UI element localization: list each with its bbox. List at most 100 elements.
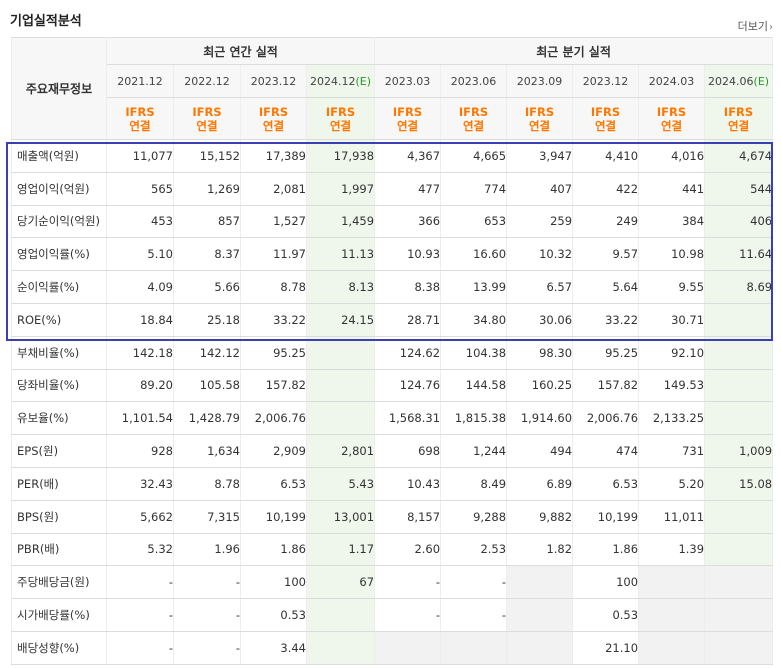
accounting-standard-header: IFRS 연결 <box>173 97 241 140</box>
value-cell: 453 <box>106 204 174 239</box>
value-cell: 6.57 <box>506 270 574 304</box>
table-row: 순이익률(%) 4.09 5.66 8.78 8.13 8.38 13.99 6.57 5.64… <box>11 270 774 304</box>
value-cell: - <box>106 565 174 600</box>
more-link[interactable]: 더보기› <box>738 18 773 34</box>
value-cell: 24.15 <box>305 302 376 337</box>
value-cell: 157.82 <box>572 368 640 403</box>
value-cell: 407 <box>506 171 574 206</box>
period-header: 2023.03 <box>374 64 442 98</box>
row-label: 영업이익률(%) <box>11 237 107 272</box>
value-cell: 1.96 <box>173 532 241 567</box>
consolidated-label: 연결 <box>528 118 551 133</box>
table-row: 영업이익(억원) 565 1,269 2,081 1,997 477 774 407 422 44… <box>11 171 774 206</box>
label-column-header: 주요재무정보 <box>11 37 107 140</box>
value-cell: 1,914.60 <box>506 401 574 436</box>
value-cell: 2,909 <box>240 434 307 468</box>
value-cell <box>704 499 774 534</box>
value-cell <box>506 598 574 632</box>
value-cell: 2,006.76 <box>572 401 640 436</box>
value-cell: - <box>106 630 174 665</box>
accounting-header-row: IFRS 연결 IFRS 연결 IFRS 연결 IFRS 연결 IFRS 연결 IFRS 연결 IFRS… <box>12 97 774 140</box>
consolidated-label: 연결 <box>594 118 617 133</box>
value-cell: 89.20 <box>106 368 174 403</box>
value-cell: 653 <box>440 204 508 239</box>
value-cell: 1.39 <box>638 532 706 567</box>
value-cell: 8,157 <box>374 499 442 534</box>
row-label: 주당배당금(원) <box>11 565 107 600</box>
period-header: 2023.06 <box>440 64 508 98</box>
value-cell: 95.25 <box>572 335 640 370</box>
table-row: 매출액(억원) 11,077 15,152 17,389 17,938 4,367 4,66… <box>11 139 774 173</box>
period-label: 2024.12 <box>310 74 356 88</box>
row-label: BPS(원) <box>11 499 107 534</box>
value-cell <box>305 401 376 436</box>
row-label: ROE(%) <box>11 302 107 337</box>
value-cell: 544 <box>704 171 774 206</box>
financial-table-body: 매출액(억원) 11,077 15,152 17,389 17,938 4,367 4,66… <box>11 139 774 665</box>
period-label: 2023.06 <box>450 74 497 88</box>
consolidated-label: 연결 <box>660 118 683 133</box>
financial-summary-table: 주요재무정보 최근 연간 실적 최근 분기 실적 2021.12 2022.12 2… <box>11 37 774 665</box>
value-cell: 100 <box>240 565 307 600</box>
value-cell <box>638 565 706 600</box>
value-cell: 98.30 <box>506 335 574 370</box>
value-cell: 5.66 <box>173 270 241 304</box>
value-cell: 477 <box>374 171 442 206</box>
value-cell: 10,199 <box>240 499 307 534</box>
value-cell: 4.09 <box>106 270 174 304</box>
value-cell: 67 <box>305 565 376 600</box>
value-cell: 9.55 <box>638 270 706 304</box>
row-label: 순이익률(%) <box>11 270 107 304</box>
value-cell: 1,009 <box>704 434 774 468</box>
period-label: 2024.03 <box>648 74 695 88</box>
table-row: 부채비율(%) 142.18 142.12 95.25 124.62 104.38 98.3… <box>11 335 774 370</box>
value-cell: 124.76 <box>374 368 442 403</box>
value-cell: 16.60 <box>440 237 508 272</box>
consolidated-label: 연결 <box>129 118 151 133</box>
consolidated-label: 연결 <box>396 118 419 133</box>
period-label: 2022.12 <box>184 74 230 88</box>
table-row: 당좌비율(%) 89.20 105.58 157.82 124.76 144.58 160.… <box>11 368 774 403</box>
value-cell: 2.60 <box>374 532 442 567</box>
row-label: PER(배) <box>11 466 107 501</box>
ifrs-label: IFRS <box>656 104 687 119</box>
accounting-standard-header: IFRS 연결 <box>106 97 174 140</box>
period-label: 2023.03 <box>384 74 431 88</box>
value-cell <box>704 368 774 403</box>
period-label: 2023.12 <box>582 74 629 88</box>
value-cell: 1,459 <box>305 204 376 239</box>
table-row: 주당배당금(원) - -100 67- -100 <box>11 565 774 600</box>
value-cell: 0.53 <box>240 598 307 632</box>
consolidated-label: 연결 <box>727 118 750 133</box>
value-cell: 7,315 <box>173 499 241 534</box>
value-cell: 698 <box>374 434 442 468</box>
consolidated-label: 연결 <box>262 118 285 133</box>
value-cell: 5.43 <box>305 466 376 501</box>
row-label: 시가배당률(%) <box>11 598 107 632</box>
value-cell <box>704 532 774 567</box>
value-cell <box>638 598 706 632</box>
value-cell: - <box>173 630 241 665</box>
value-cell: 2,006.76 <box>240 401 307 436</box>
value-cell: 124.62 <box>374 335 442 370</box>
value-cell: 11.64 <box>704 237 774 272</box>
value-cell <box>374 630 442 665</box>
value-cell: 8.69 <box>704 270 774 304</box>
value-cell: 3.44 <box>240 630 307 665</box>
value-cell: 34.80 <box>440 302 508 337</box>
value-cell: - <box>173 565 241 600</box>
value-cell: 9,288 <box>440 499 508 534</box>
value-cell: - <box>440 598 508 632</box>
ifrs-label: IFRS <box>392 104 423 119</box>
period-label: 2024.06 <box>708 74 754 88</box>
value-cell <box>305 598 376 632</box>
table-row: ROE(%) 18.84 25.18 33.22 24.15 28.71 34.80 30.0… <box>11 302 774 337</box>
row-label: 매출액(억원) <box>11 139 107 173</box>
value-cell: 104.38 <box>440 335 508 370</box>
value-cell: 1,634 <box>173 434 241 468</box>
value-cell <box>440 630 508 665</box>
value-cell: 5.64 <box>572 270 640 304</box>
value-cell <box>704 630 774 665</box>
ifrs-label: IFRS <box>325 104 356 119</box>
ifrs-label: IFRS <box>192 104 222 119</box>
